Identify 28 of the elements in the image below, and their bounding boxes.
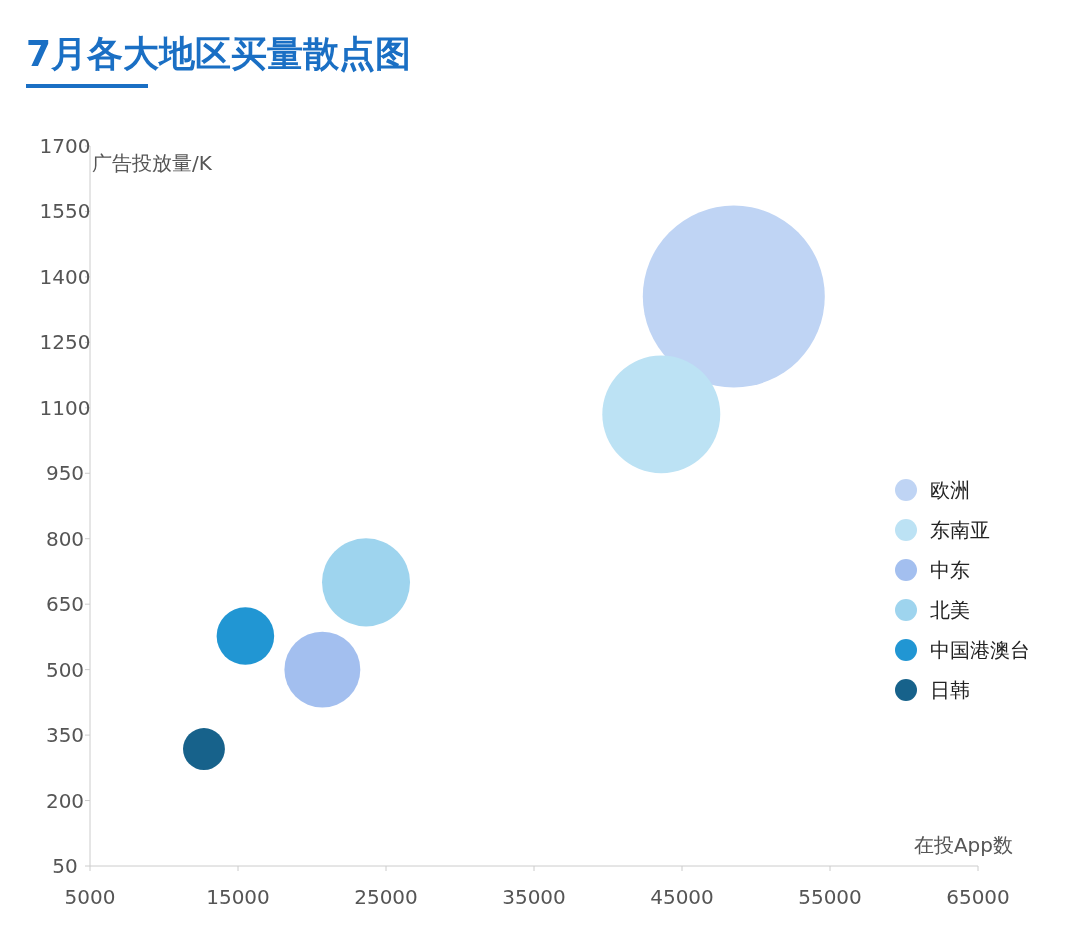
legend-label: 欧洲 <box>930 478 970 502</box>
y-tick-label: 200 <box>45 788 85 813</box>
y-tick-label: 950 <box>45 461 85 486</box>
x-tick-label: 35000 <box>502 885 566 909</box>
x-tick-label: 5000 <box>64 885 116 909</box>
y-tick-label: 1100 <box>39 395 91 420</box>
y-tick-label: 650 <box>45 592 85 617</box>
x-axis-title: 在投App数 <box>913 833 1013 857</box>
legend-label: 东南亚 <box>930 518 990 542</box>
legend-label: 中国港澳台 <box>930 638 1030 662</box>
y-tick-label: 1250 <box>39 330 91 355</box>
legend-label: 北美 <box>930 598 970 622</box>
y-tick-label: 350 <box>45 723 85 748</box>
y-tick-label: 1550 <box>39 199 91 224</box>
x-tick-label: 65000 <box>946 885 1010 909</box>
x-tick-label: 45000 <box>650 885 714 909</box>
x-tick-label: 25000 <box>354 885 418 909</box>
y-tick-label: 800 <box>45 526 85 551</box>
y-tick-label: 1700 <box>39 134 91 158</box>
y-tick-label: 50 <box>52 854 78 878</box>
y-axis-title: 广告投放量/K <box>92 151 213 175</box>
x-tick-label: 55000 <box>798 885 862 909</box>
y-tick-label: 1400 <box>39 264 91 289</box>
legend-label: 日韩 <box>930 678 970 702</box>
legend-label: 中东 <box>930 558 970 582</box>
x-tick-label: 15000 <box>206 885 270 909</box>
y-tick-label: 500 <box>45 657 85 682</box>
chart-title: 7月各大地区买量散点图 <box>26 33 412 74</box>
